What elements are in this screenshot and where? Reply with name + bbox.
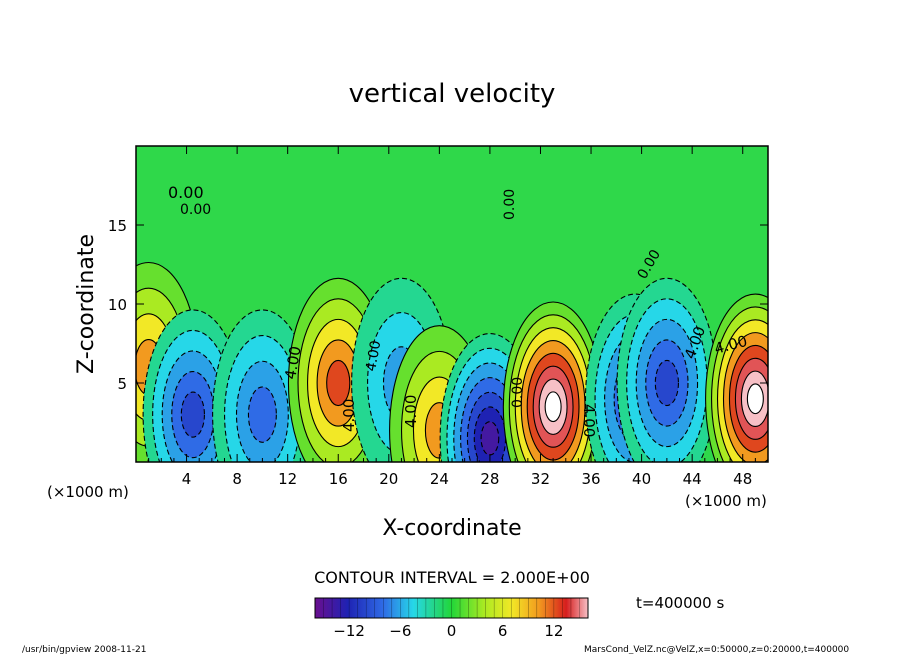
contour-ring <box>326 359 351 407</box>
colorbar-tick-label: −6 <box>389 622 411 640</box>
y-axis-ticks: 5 10 15 <box>108 217 768 393</box>
velocity-cell <box>616 277 718 462</box>
contour-label: 0.00 <box>180 202 211 218</box>
x-tick-label: 36 <box>581 470 600 488</box>
x-tick-label: 28 <box>480 470 499 488</box>
x-tick-label: 48 <box>733 470 752 488</box>
colorbar-tick-label: 6 <box>498 622 508 640</box>
x-tick-label: 12 <box>278 470 297 488</box>
y-tick-label: 5 <box>117 375 127 393</box>
velocity-cell <box>212 309 313 462</box>
contour-ring <box>247 386 277 443</box>
colorbar-ticks: −12 −6 0 6 12 <box>314 598 589 640</box>
time-label: t=400000 s <box>636 594 724 612</box>
contour-label: 0.00 <box>510 377 526 408</box>
contour-interval: CONTOUR INTERVAL = 2.000E+00 <box>314 568 590 587</box>
contour-label: 0.00 <box>502 189 518 220</box>
contour-label: 4.00 <box>281 345 305 381</box>
x-unit-right: (×1000 m) <box>685 492 767 510</box>
x-tick-label: 24 <box>430 470 449 488</box>
x-tick-label: 44 <box>683 470 702 488</box>
x-tick-label: 8 <box>232 470 242 488</box>
x-unit-left: (×1000 m) <box>47 483 129 501</box>
contour-ring <box>480 421 500 456</box>
colorbar-tick-label: 12 <box>544 622 563 640</box>
colorbar-tick-label: 0 <box>447 622 457 640</box>
x-axis-label: X-coordinate <box>382 516 521 541</box>
colorbar-tick-label: −12 <box>333 622 365 640</box>
velocity-cell <box>502 301 604 462</box>
x-axis-ticks: 4 8 12 16 20 24 28 32 36 40 44 48 <box>148 146 756 488</box>
contour-label: 0.00 <box>168 183 204 202</box>
contour-ring <box>654 359 679 407</box>
x-tick-label: 32 <box>531 470 550 488</box>
contour-ring <box>746 383 764 415</box>
footer-source: MarsCond_VelZ.nc@VelZ,x=0:50000,z=0:2000… <box>584 645 849 654</box>
contour-label: 4.00 <box>402 395 420 428</box>
plot-area <box>136 146 768 462</box>
contour-ring <box>544 391 562 423</box>
contour-ring <box>180 391 205 438</box>
y-axis-label: Z-coordinate <box>74 234 99 374</box>
x-tick-label: 4 <box>182 470 192 488</box>
velocity-cell <box>705 293 768 462</box>
contour-label: 4.00 <box>363 339 384 372</box>
contour-label: 4.00 <box>580 404 598 437</box>
x-tick-label: 40 <box>632 470 651 488</box>
footer-program: /usr/bin/gpview 2008-11-21 <box>22 645 146 654</box>
x-tick-label: 20 <box>379 470 398 488</box>
y-tick-label: 15 <box>108 217 127 235</box>
contour-label: 4.00 <box>340 399 358 432</box>
y-tick-label: 10 <box>108 296 127 314</box>
chart-title: vertical velocity <box>349 79 556 109</box>
x-tick-label: 16 <box>329 470 348 488</box>
